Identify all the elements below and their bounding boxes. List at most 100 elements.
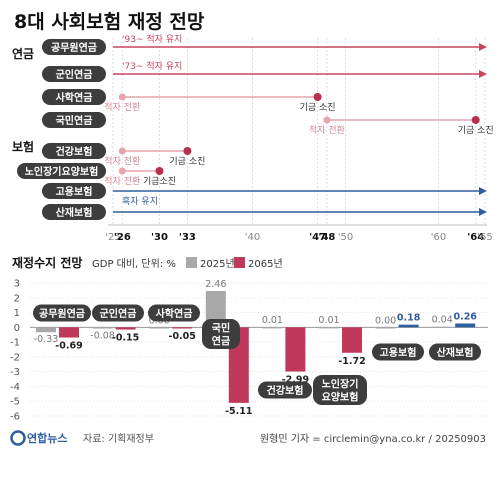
timeline-row-pill xyxy=(42,183,106,199)
bar-category-label: 노인장기 xyxy=(322,378,359,391)
timeline-tick-label: '30 xyxy=(151,232,168,243)
bar-2025-노인장기요양보험 xyxy=(319,327,339,329)
timeline-event-label: 기금 소진 xyxy=(300,102,336,113)
timeline-row-note: 흑자 유지 xyxy=(122,195,158,207)
legend-swatch-2065 xyxy=(234,257,245,268)
timeline-row-label: 국민연금 xyxy=(56,114,93,127)
bar-2025-군인연금 xyxy=(92,327,113,329)
bar-y-tick-label: -4 xyxy=(10,382,20,393)
bar-2065-노인장기요양보험 xyxy=(342,327,362,353)
bar-category-pill xyxy=(313,375,367,405)
timeline-row-pill xyxy=(42,143,106,159)
bar-category-pill xyxy=(33,304,91,322)
bar-y-tick-label: 3 xyxy=(14,279,20,290)
bar-category-pill xyxy=(429,343,481,361)
timeline-event-dot xyxy=(118,93,126,101)
page-title: 8대 사회보험 재정 전망 xyxy=(14,11,205,33)
bar-category-pill xyxy=(202,319,240,349)
bar-category-label: 국민 xyxy=(212,322,230,335)
balance-bar-chart: 재정수지 전망 GDP 대비, 단위: % 2025년 2065년 3 2 1 0 -1… xyxy=(10,255,488,423)
bar-chart-title: 재정수지 전망 xyxy=(12,255,82,270)
bar-2065-고용보험 xyxy=(398,324,419,328)
bar-value-label-2025: 2.46 xyxy=(205,279,226,290)
bar-2065-건강보험 xyxy=(285,327,306,372)
bar-value-label-2025: 0.01 xyxy=(262,315,283,326)
footer-credit: 원형민 기자 = circlemin@yna.co.kr / 20250903 xyxy=(260,433,486,445)
bar-category-pill xyxy=(372,343,424,361)
timeline-tick-label: '60 xyxy=(431,232,446,243)
timeline-event-dot xyxy=(323,116,331,124)
timeline-row-label: 산재보험 xyxy=(56,206,93,219)
timeline-event-dot xyxy=(313,93,322,101)
bar-category-label: 고용보험 xyxy=(380,346,417,359)
bar-value-label-2025: 0.04 xyxy=(432,315,453,326)
bar-2025-공무원연금 xyxy=(36,327,56,333)
bar-value-label-2065: -0.15 xyxy=(112,333,139,344)
bar-category-label: 산재보험 xyxy=(437,346,474,359)
bar-2065-산재보험 xyxy=(455,323,476,328)
bar-value-label-2065: -0.05 xyxy=(169,331,196,342)
timeline-row-label: 건강보험 xyxy=(56,145,93,158)
bar-chart-subtitle: GDP 대비, 단위: % xyxy=(92,257,176,270)
bar-y-tick-label: -2 xyxy=(10,352,20,363)
timeline-row-note: '73~ 적자 유지 xyxy=(122,60,182,72)
timeline-event-label: 기금소진 xyxy=(143,176,176,187)
timeline-event-label: 적자 전환 xyxy=(104,155,140,167)
bar-2065-사학연금 xyxy=(172,327,193,329)
timeline-event-dot xyxy=(183,147,192,155)
timeline-tick-label: '50 xyxy=(338,232,353,243)
timeline-tick-label: '64 xyxy=(467,232,484,243)
timeline-row-note: '93~ 적자 유지 xyxy=(122,33,182,45)
bar-2025-사학연금 xyxy=(149,327,170,329)
bar-2025-건강보험 xyxy=(262,327,283,329)
bar-category-label: 군인연금 xyxy=(100,307,137,320)
bar-y-tick-label: -5 xyxy=(10,397,20,408)
timeline-tick-label: '33 xyxy=(179,232,196,243)
timeline-event-label: 기금 소진 xyxy=(169,156,205,167)
timeline-row-pill xyxy=(42,112,106,128)
bar-value-label-2065: -2.99 xyxy=(282,375,309,386)
footer-source: 자료: 기획재정부 xyxy=(83,433,154,445)
legend-swatch-2025 xyxy=(186,257,197,268)
bar-category-pill xyxy=(148,304,200,322)
timeline-row-pill xyxy=(42,89,106,105)
bar-y-tick-label: 0 xyxy=(14,323,20,334)
bar-value-label-2025: 0.01 xyxy=(318,315,339,326)
footer-logo: 연합뉴스 xyxy=(27,431,67,445)
timeline-tick-label: '26 xyxy=(114,232,131,243)
bar-y-tick-label: 1 xyxy=(14,308,20,319)
timeline-arrowhead-icon xyxy=(479,208,487,216)
bar-value-label-2025: -0.33 xyxy=(34,334,59,345)
timeline-row-pill xyxy=(42,39,106,55)
yonhap-logo-icon xyxy=(10,430,26,446)
bar-value-label-2065: 0.18 xyxy=(397,313,421,324)
timeline-event-label: 기금 소진 xyxy=(458,125,494,136)
timeline-arrowhead-icon xyxy=(479,70,487,78)
timeline-row-pill xyxy=(17,163,106,179)
bar-value-label-2065: -5.11 xyxy=(225,406,252,417)
timeline-event-label: 적자 전환 xyxy=(104,175,140,187)
timeline-row-label: 군인연금 xyxy=(56,68,93,81)
bar-y-tick-label: 2 xyxy=(14,293,20,304)
timeline-tick-label: '40 xyxy=(245,232,260,243)
timeline-event-label: 적자 전환 xyxy=(104,101,140,113)
bar-y-tick-label: -3 xyxy=(10,367,20,378)
bar-value-label-2065: -0.69 xyxy=(55,341,82,352)
bar-2025-산재보험 xyxy=(432,326,453,328)
timeline-event-dot xyxy=(471,116,480,124)
bar-category-label: 연금 xyxy=(212,335,230,348)
timeline-arrowhead-icon xyxy=(479,43,487,51)
bar-category-label: 요양보험 xyxy=(322,391,359,404)
legend-label-2025: 2025년 xyxy=(200,258,235,270)
bar-y-tick-label: -6 xyxy=(10,412,20,423)
bar-2065-공무원연금 xyxy=(59,327,79,338)
bar-2065-군인연금 xyxy=(115,327,136,330)
bar-category-label: 공무원연금 xyxy=(39,307,85,320)
timeline-tick-label: '48 xyxy=(318,232,335,243)
bar-2025-국민연금 xyxy=(205,290,226,328)
timeline-arrowhead-icon xyxy=(479,187,487,195)
bar-y-tick-label: -1 xyxy=(10,338,20,349)
timeline-group-label: 연금 xyxy=(12,46,34,61)
